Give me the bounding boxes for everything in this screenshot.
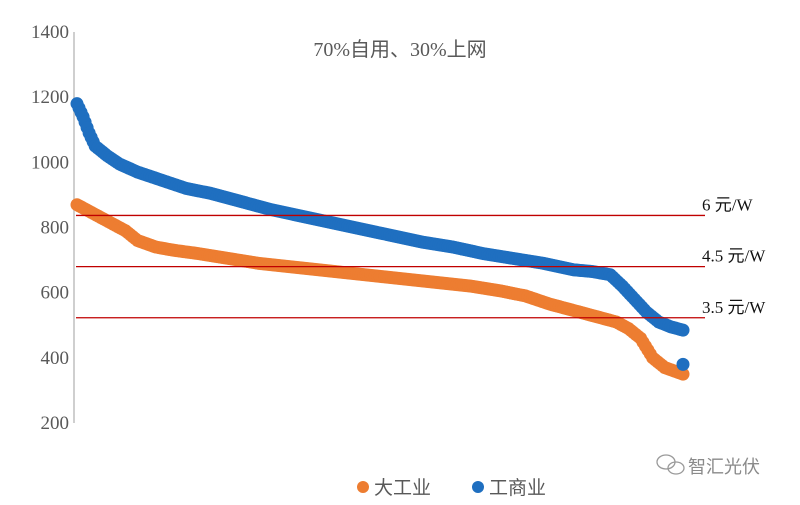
data-point xyxy=(676,357,690,371)
y-tick-label: 1200 xyxy=(31,87,69,108)
y-tick-label: 800 xyxy=(41,218,70,239)
series-工商业 xyxy=(70,97,690,337)
wechat-icon xyxy=(656,454,685,475)
watermark: 智汇光伏 xyxy=(656,454,760,478)
legend-label-da-gongye: 大工业 xyxy=(374,477,431,499)
legend: 大工业 工商业 xyxy=(357,477,546,499)
y-tick-label: 600 xyxy=(41,283,70,304)
reference-line-label: 4.5 元/W xyxy=(702,247,766,266)
y-tick-label: 400 xyxy=(41,348,70,369)
reference-line-label: 6 元/W xyxy=(702,195,753,214)
y-tick-label: 1000 xyxy=(31,152,69,173)
legend-label-gongshangye: 工商业 xyxy=(489,477,546,499)
data-points xyxy=(70,97,690,381)
series-工商业-outlier xyxy=(676,357,690,371)
data-point xyxy=(676,367,690,381)
chart-title: 70%自用、30%上网 xyxy=(313,38,486,61)
watermark-text: 智汇光伏 xyxy=(688,457,760,478)
reference-lines: 6 元/W 4.5 元/W 3.5 元/W xyxy=(76,195,766,319)
reference-line-label: 3.5 元/W xyxy=(702,298,766,317)
legend-marker-orange xyxy=(357,481,369,493)
y-ticks: 1400 1200 1000 800 600 400 200 xyxy=(31,22,69,434)
series-大工业 xyxy=(70,198,690,381)
data-point xyxy=(676,323,690,337)
y-tick-label: 200 xyxy=(41,413,70,434)
legend-marker-blue xyxy=(472,481,484,493)
y-tick-label: 1400 xyxy=(31,22,69,43)
